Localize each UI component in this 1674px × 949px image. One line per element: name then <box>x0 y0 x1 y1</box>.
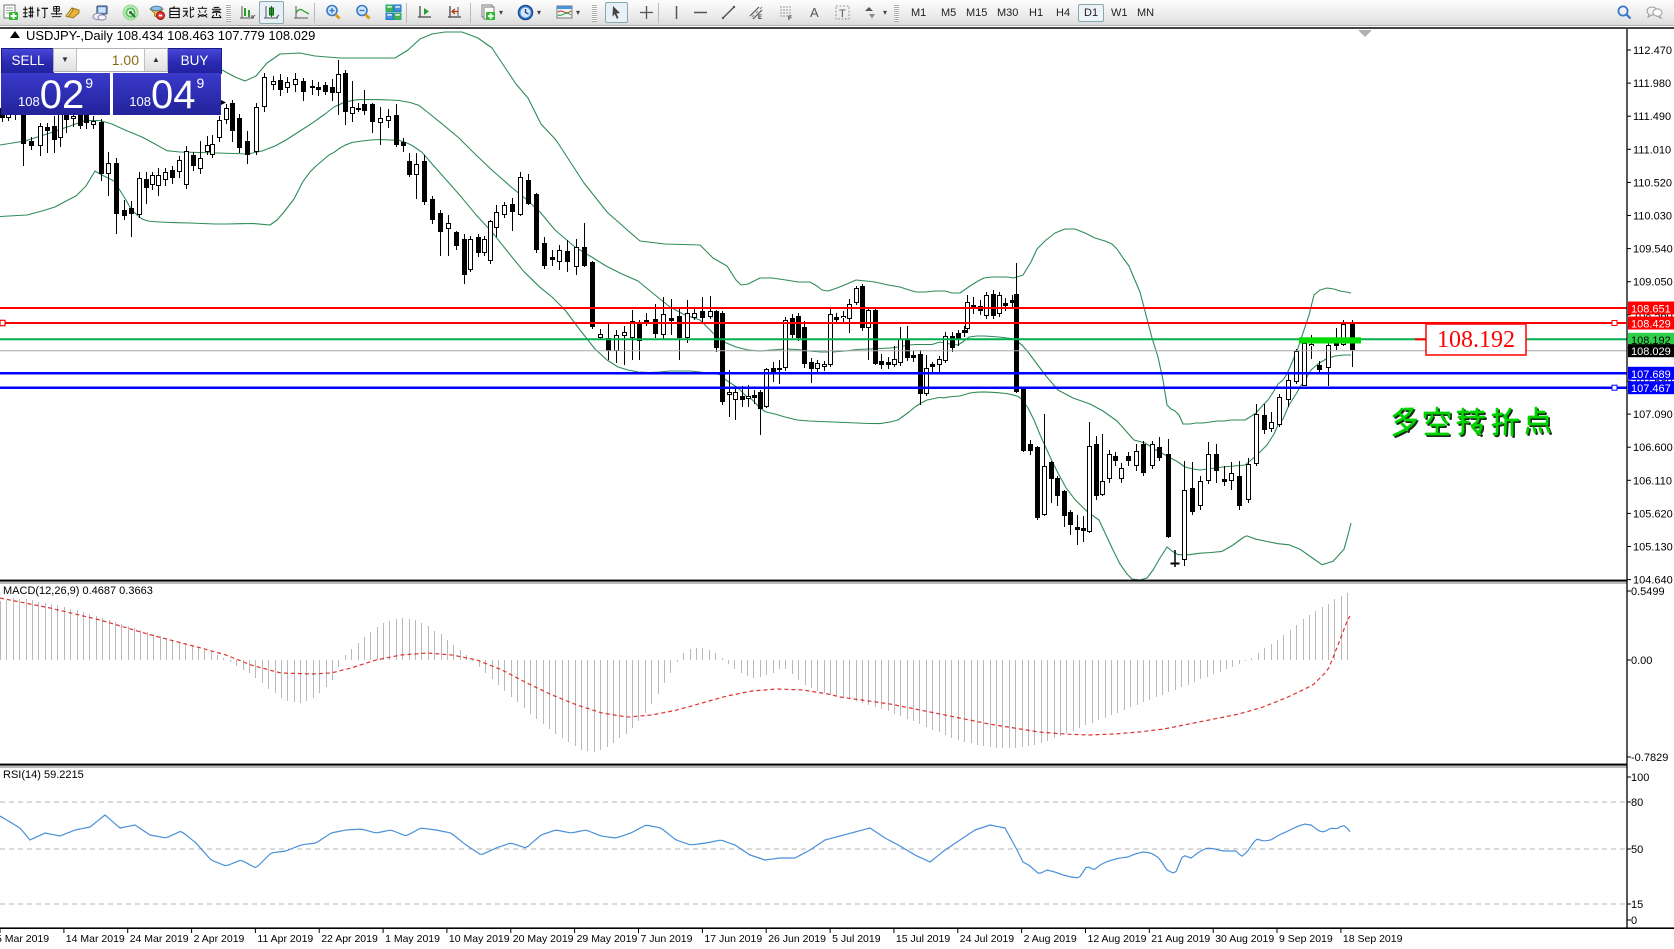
svg-text:107.090: 107.090 <box>1633 409 1673 421</box>
svg-text:1 May 2019: 1 May 2019 <box>385 933 440 945</box>
svg-text:106.110: 106.110 <box>1633 475 1672 487</box>
svg-text:24 Mar 2019: 24 Mar 2019 <box>130 933 189 945</box>
svg-text:0.00: 0.00 <box>1631 655 1652 667</box>
svg-text:108.192: 108.192 <box>1437 327 1515 353</box>
svg-text:-0.7829: -0.7829 <box>1631 752 1668 764</box>
svg-text:108.029: 108.029 <box>1631 346 1671 358</box>
svg-text:109.540: 109.540 <box>1633 244 1673 256</box>
svg-text:110.520: 110.520 <box>1633 177 1672 189</box>
svg-text:105.620: 105.620 <box>1633 508 1673 520</box>
svg-text:15: 15 <box>1631 899 1643 911</box>
svg-text:14 Mar 2019: 14 Mar 2019 <box>66 933 125 945</box>
svg-text:5 Mar 2019: 5 Mar 2019 <box>0 933 49 945</box>
svg-text:F: F <box>788 15 792 21</box>
svg-text:26 Jun 2019: 26 Jun 2019 <box>768 933 826 945</box>
svg-text:17 Jun 2019: 17 Jun 2019 <box>704 933 762 945</box>
svg-text:9 Sep 2019: 9 Sep 2019 <box>1279 933 1333 945</box>
svg-text:100: 100 <box>1631 772 1649 784</box>
svg-text:110.030: 110.030 <box>1633 211 1672 223</box>
svg-text:2 Aug 2019: 2 Aug 2019 <box>1024 933 1077 945</box>
svg-text:10 May 2019: 10 May 2019 <box>449 933 510 945</box>
svg-text:108.429: 108.429 <box>1631 319 1671 331</box>
svg-text:MACD(12,26,9) 0.4687 0.3663: MACD(12,26,9) 0.4687 0.3663 <box>3 585 153 597</box>
svg-text:A: A <box>810 5 819 20</box>
svg-text:E: E <box>758 15 762 21</box>
svg-text:24 Jul 2019: 24 Jul 2019 <box>960 933 1014 945</box>
svg-text:T: T <box>839 8 846 20</box>
svg-text:20 May 2019: 20 May 2019 <box>513 933 574 945</box>
svg-text:5 Jul 2019: 5 Jul 2019 <box>832 933 881 945</box>
svg-text:80: 80 <box>1631 797 1643 809</box>
svg-text:107.467: 107.467 <box>1631 383 1671 395</box>
svg-text:30 Aug 2019: 30 Aug 2019 <box>1215 933 1274 945</box>
svg-text:29 May 2019: 29 May 2019 <box>577 933 638 945</box>
svg-text:105.130: 105.130 <box>1633 542 1673 554</box>
svg-text:111.010: 111.010 <box>1633 144 1671 156</box>
svg-text:112.470: 112.470 <box>1633 45 1672 57</box>
svg-text:12 Aug 2019: 12 Aug 2019 <box>1088 933 1147 945</box>
svg-text:106.600: 106.600 <box>1633 442 1673 454</box>
svg-text:108.651: 108.651 <box>1631 304 1671 316</box>
svg-text:2 Apr 2019: 2 Apr 2019 <box>194 933 245 945</box>
svg-text:109.050: 109.050 <box>1633 277 1673 289</box>
svg-text:107.689: 107.689 <box>1631 369 1671 381</box>
svg-text:111.490: 111.490 <box>1633 111 1671 123</box>
svg-text:RSI(14) 59.2215: RSI(14) 59.2215 <box>3 769 84 781</box>
svg-text:111.980: 111.980 <box>1633 78 1671 90</box>
svg-text:108.192: 108.192 <box>1631 335 1671 347</box>
svg-text:18 Sep 2019: 18 Sep 2019 <box>1343 933 1403 945</box>
svg-text:104.640: 104.640 <box>1633 575 1673 587</box>
svg-text:7 Jun 2019: 7 Jun 2019 <box>641 933 693 945</box>
svg-text:0.5499: 0.5499 <box>1631 586 1665 598</box>
svg-text:15 Jul 2019: 15 Jul 2019 <box>896 933 950 945</box>
svg-text:50: 50 <box>1631 844 1643 856</box>
svg-text:22 Apr 2019: 22 Apr 2019 <box>321 933 378 945</box>
svg-text:0: 0 <box>1631 915 1637 927</box>
svg-text:21 Aug 2019: 21 Aug 2019 <box>1151 933 1210 945</box>
svg-text:USDJPY-,Daily 108.434 108.463: USDJPY-,Daily 108.434 108.463 107.779 10… <box>26 28 315 43</box>
svg-text:11 Apr 2019: 11 Apr 2019 <box>257 933 313 945</box>
